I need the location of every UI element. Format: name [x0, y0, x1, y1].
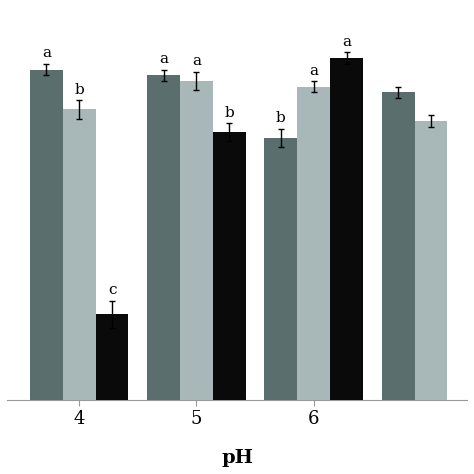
Text: a: a [342, 35, 351, 49]
Bar [180, 81, 213, 400]
Bar [96, 314, 128, 400]
Text: c: c [108, 283, 116, 297]
Text: a: a [309, 64, 318, 78]
Bar [63, 109, 96, 400]
Text: a: a [42, 46, 51, 61]
Bar [330, 58, 363, 400]
Bar [30, 70, 63, 400]
Text: b: b [74, 83, 84, 97]
X-axis label: pH: pH [221, 449, 253, 467]
Bar [297, 87, 330, 400]
Bar [382, 92, 415, 400]
Bar [415, 121, 447, 400]
Bar [213, 132, 246, 400]
Text: a: a [159, 52, 168, 66]
Bar [147, 75, 180, 400]
Bar [264, 138, 297, 400]
Text: b: b [224, 106, 234, 119]
Text: a: a [192, 55, 201, 68]
Text: b: b [276, 111, 286, 125]
